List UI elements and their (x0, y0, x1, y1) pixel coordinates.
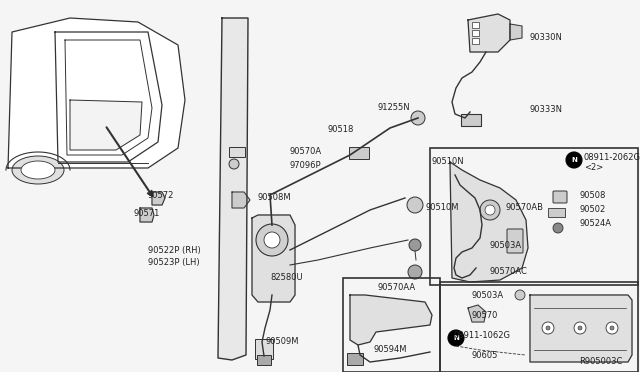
Polygon shape (152, 192, 165, 205)
Polygon shape (450, 162, 528, 282)
Text: 90570AA: 90570AA (378, 283, 416, 292)
Text: 08911-1062G: 08911-1062G (454, 331, 511, 340)
Polygon shape (218, 18, 248, 360)
Circle shape (408, 265, 422, 279)
Polygon shape (252, 215, 295, 302)
FancyBboxPatch shape (472, 22, 479, 28)
Polygon shape (232, 192, 250, 208)
Text: N: N (453, 335, 459, 341)
FancyBboxPatch shape (472, 29, 479, 35)
FancyBboxPatch shape (461, 114, 481, 126)
Text: 90333N: 90333N (530, 106, 563, 115)
FancyBboxPatch shape (507, 229, 523, 253)
Polygon shape (510, 24, 522, 40)
FancyBboxPatch shape (553, 191, 567, 203)
Circle shape (606, 322, 618, 334)
Text: 90571: 90571 (133, 209, 159, 218)
Circle shape (229, 159, 239, 169)
Ellipse shape (12, 156, 64, 184)
Text: 90523P (LH): 90523P (LH) (148, 257, 200, 266)
Text: N: N (571, 157, 577, 163)
Circle shape (546, 326, 550, 330)
Text: 90570: 90570 (472, 311, 499, 321)
FancyBboxPatch shape (347, 353, 363, 365)
Ellipse shape (21, 161, 55, 179)
Text: <2>: <2> (584, 164, 604, 173)
Polygon shape (140, 208, 154, 222)
Text: 90508M: 90508M (258, 193, 292, 202)
Text: 90605: 90605 (472, 352, 499, 360)
Circle shape (256, 224, 288, 256)
Text: 90503A: 90503A (490, 241, 522, 250)
Text: 91255N: 91255N (378, 103, 411, 112)
Circle shape (610, 326, 614, 330)
Circle shape (409, 239, 421, 251)
Circle shape (542, 322, 554, 334)
Text: R905003C: R905003C (579, 357, 622, 366)
Text: 90508: 90508 (580, 192, 606, 201)
Text: 90518: 90518 (327, 125, 353, 135)
Circle shape (448, 330, 464, 346)
Text: 90570AB: 90570AB (505, 203, 543, 212)
Circle shape (480, 200, 500, 220)
Text: 90510M: 90510M (425, 202, 458, 212)
Text: 90524A: 90524A (580, 219, 612, 228)
Text: 82580U: 82580U (270, 273, 303, 282)
Text: 97096P: 97096P (290, 161, 322, 170)
Polygon shape (530, 295, 632, 362)
Circle shape (578, 326, 582, 330)
Circle shape (485, 205, 495, 215)
FancyBboxPatch shape (229, 147, 245, 157)
Polygon shape (468, 14, 510, 52)
Text: 08911-2062G: 08911-2062G (584, 154, 640, 163)
Text: 90502: 90502 (580, 205, 606, 215)
Text: 90509M: 90509M (265, 337, 298, 346)
Text: 90330N: 90330N (530, 33, 563, 42)
Polygon shape (70, 100, 142, 150)
Polygon shape (55, 32, 162, 162)
FancyBboxPatch shape (547, 208, 564, 217)
Circle shape (553, 223, 563, 233)
Text: 90570AC: 90570AC (490, 267, 528, 276)
Text: 90570A: 90570A (290, 148, 322, 157)
Polygon shape (350, 295, 432, 345)
Text: 90522P (RH): 90522P (RH) (148, 246, 201, 254)
Polygon shape (8, 18, 185, 168)
Circle shape (264, 232, 280, 248)
Circle shape (515, 290, 525, 300)
FancyBboxPatch shape (472, 38, 479, 44)
Circle shape (411, 111, 425, 125)
FancyBboxPatch shape (257, 355, 271, 365)
Circle shape (407, 197, 423, 213)
Text: 90594M: 90594M (373, 346, 406, 355)
Text: 90510N: 90510N (432, 157, 465, 167)
Polygon shape (468, 305, 486, 322)
Circle shape (574, 322, 586, 334)
Text: 90503A: 90503A (472, 292, 504, 301)
FancyBboxPatch shape (255, 339, 273, 359)
Circle shape (566, 152, 582, 168)
Text: 90572: 90572 (148, 192, 174, 201)
FancyBboxPatch shape (349, 147, 369, 159)
